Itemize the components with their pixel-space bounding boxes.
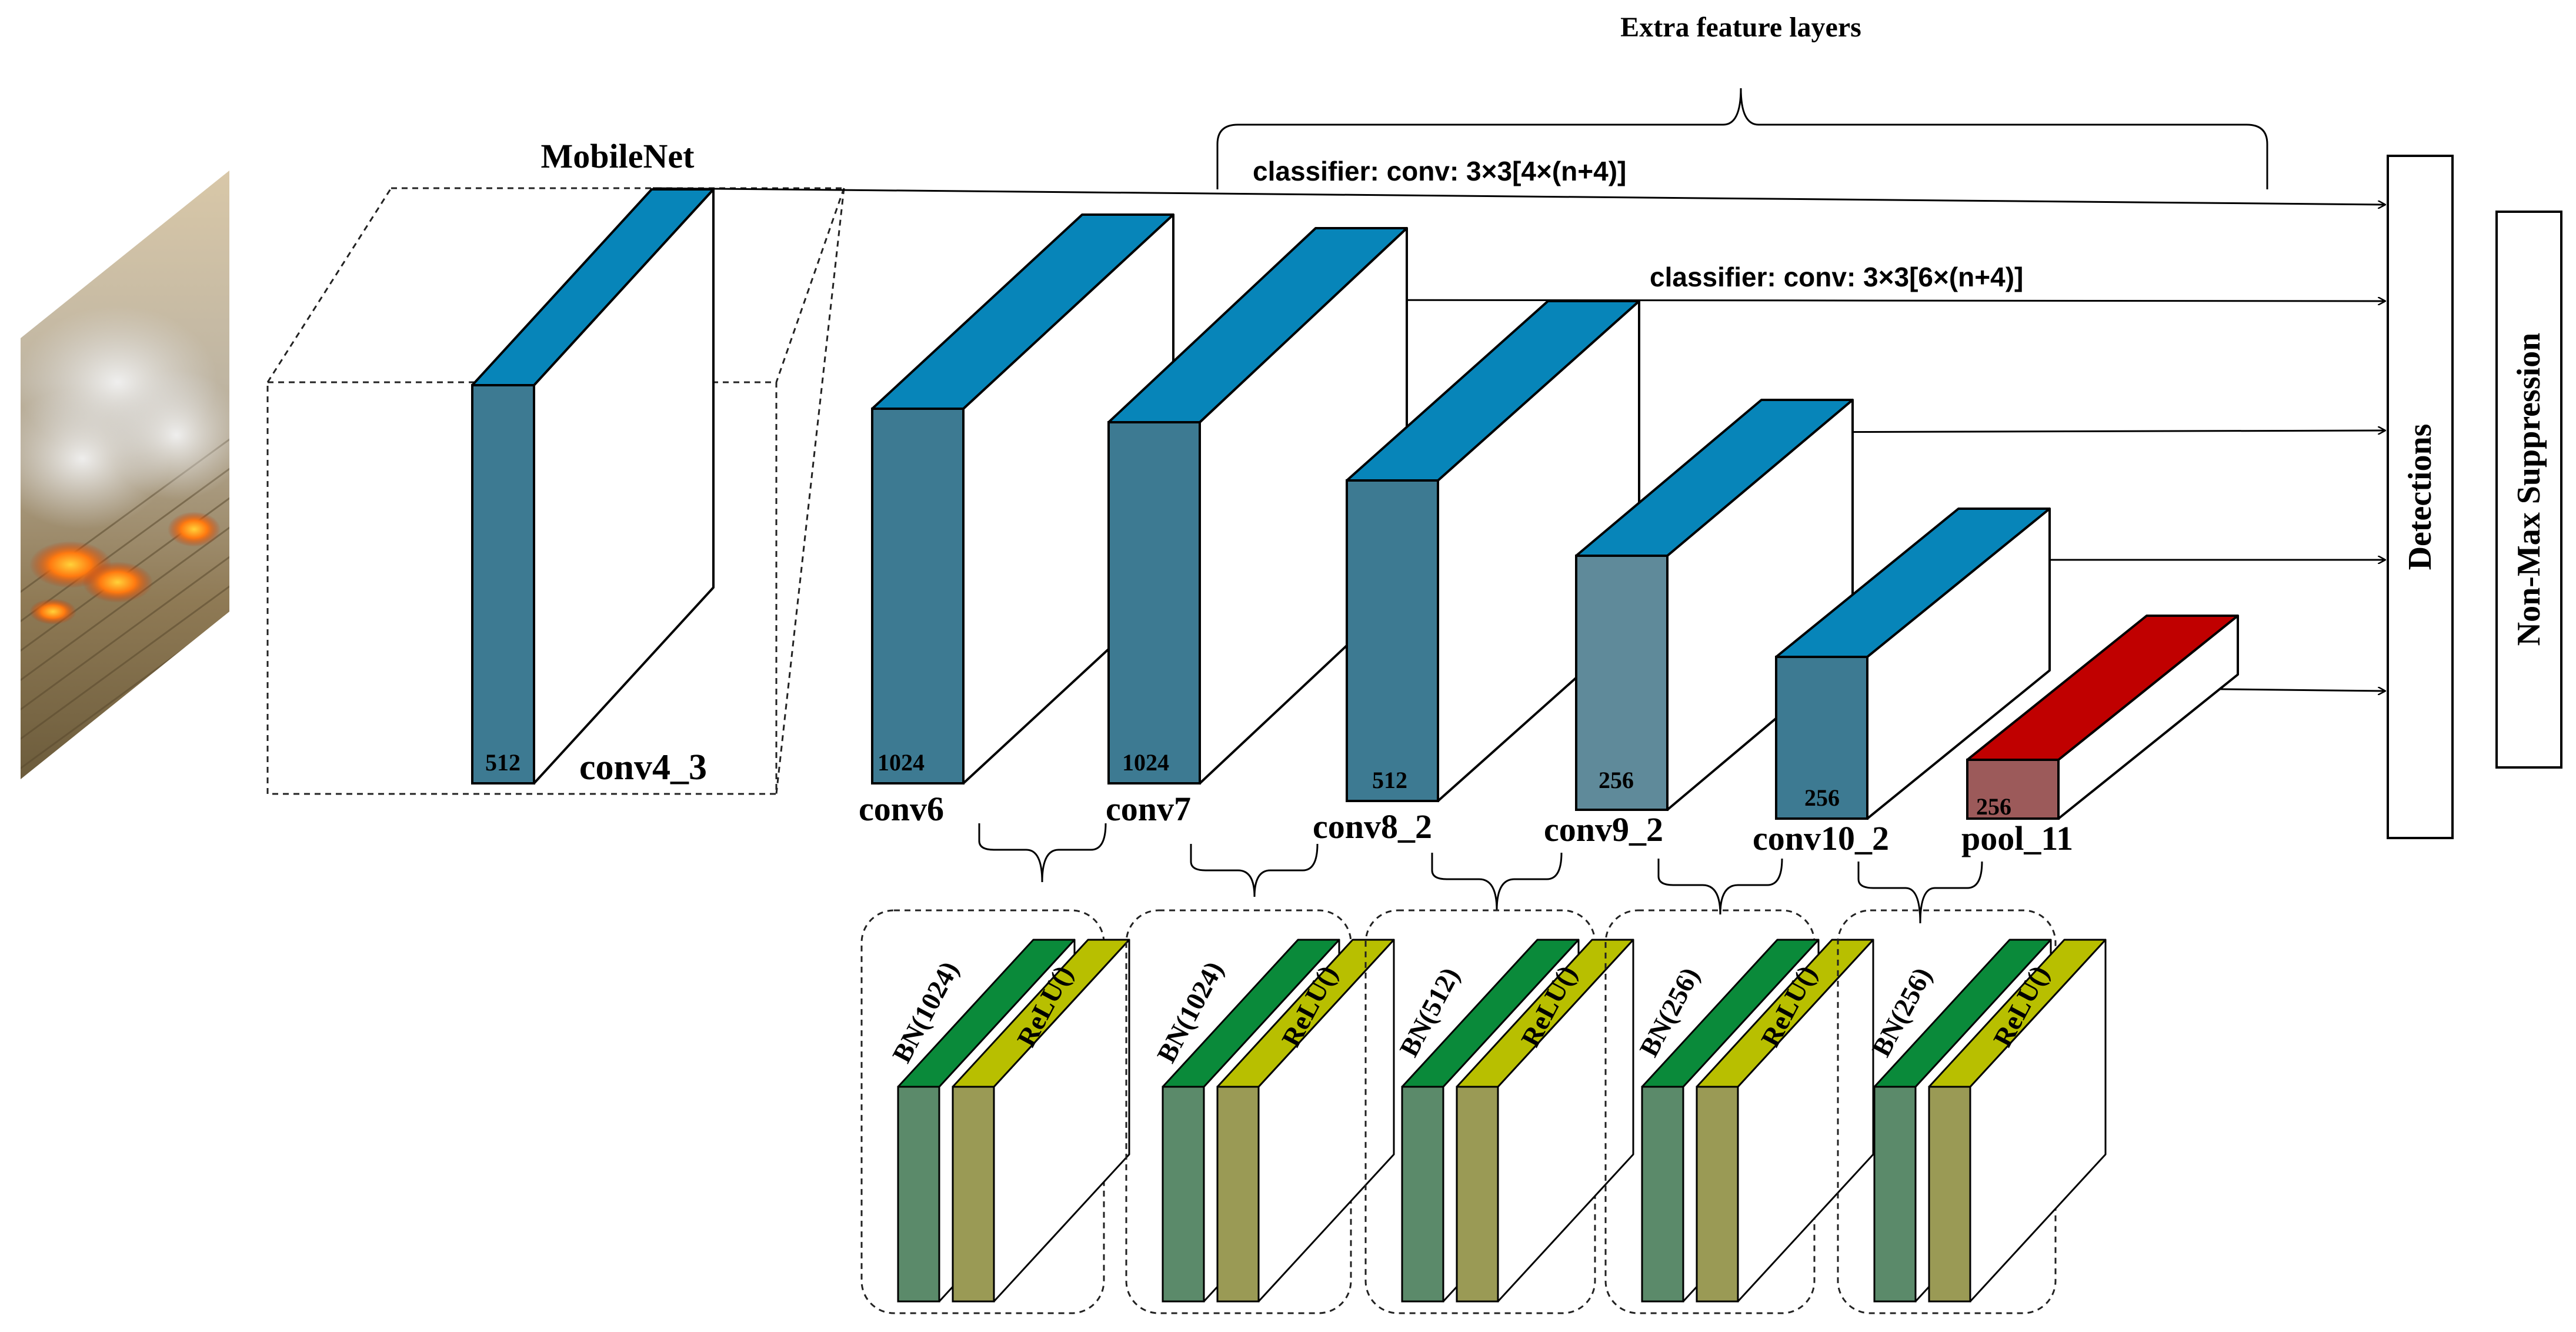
bn-relu-block-5: BN(256) ReLU() <box>1837 909 2107 1314</box>
layer-conv7: 1024 conv7 <box>1106 227 1408 828</box>
arrow-conv4_3 <box>652 187 2385 205</box>
layer-conv8_2: 512 conv8_2 <box>1313 300 1640 846</box>
classifier-label-1: classifier: conv: 3×3[4×(n+4)] <box>1253 156 1626 186</box>
nms-box: Non-Max Suppression <box>2495 211 2562 769</box>
classifier-label-2: classifier: conv: 3×3[6×(n+4)] <box>1650 262 2023 292</box>
layer-channels-conv10_2: 256 <box>1804 784 1840 811</box>
layer-label-conv10_2: conv10_2 <box>1753 819 1889 857</box>
extra-feature-brace <box>1216 88 2268 189</box>
nms-label: Non-Max Suppression <box>2511 333 2547 646</box>
bn-relu-block-1: BN(1024) ReLU() <box>860 909 1130 1314</box>
arrow-conv7 <box>1279 300 2385 301</box>
layer-label-conv6: conv6 <box>859 790 944 828</box>
layer-conv10_2: 256 conv10_2 <box>1753 508 2051 857</box>
layer-channels-conv6: 1024 <box>877 749 925 776</box>
relu-slab-2 <box>1216 939 1395 1303</box>
layer-label-conv7: conv7 <box>1106 790 1191 828</box>
layer-label-pool_11: pool_11 <box>1961 819 2073 857</box>
layer-label-conv8_2: conv8_2 <box>1313 807 1432 846</box>
bn-relu-block-4: BN(256) ReLU() <box>1604 909 1874 1314</box>
layer-channels-conv7: 1024 <box>1122 749 1169 776</box>
detections-label: Detections <box>2402 424 2438 570</box>
bn-relu-blocks: BN(1024) ReLU() BN(1024) ReLU() BN(512) ReLU(… <box>860 909 2107 1314</box>
detections-box: Detections <box>2387 155 2454 839</box>
feature-layers: 512 1024 conv6 1024 conv7 512 conv8_2 256 conv9_… <box>471 188 2239 857</box>
input-image <box>21 171 229 779</box>
layer-conv6: 1024 conv6 <box>859 213 1174 828</box>
arrow-conv9_2 <box>1758 430 2385 432</box>
bn-relu-block-3: BN(512) ReLU() <box>1364 909 1634 1314</box>
relu-slab-5 <box>1928 939 2107 1303</box>
layer-conv9_2: 256 conv9_2 <box>1544 399 1854 849</box>
backbone-title: MobileNet <box>541 137 695 175</box>
layer-channels-conv9_2: 256 <box>1599 767 1634 793</box>
relu-slab-1 <box>952 939 1130 1303</box>
layer-channels-conv4_3: 512 <box>485 749 520 776</box>
bn-relu-block-2: BN(1024) ReLU() <box>1125 909 1395 1314</box>
layer-channels-conv8_2: 512 <box>1372 767 1407 793</box>
extra-feature-title: Extra feature layers <box>1620 12 1861 43</box>
layer-conv4_3: 512 <box>471 188 715 784</box>
relu-slab-3 <box>1456 939 1634 1303</box>
conv4_3-label: conv4_3 <box>579 747 707 787</box>
relu-slab-4 <box>1696 939 1874 1303</box>
layer-channels-pool_11: 256 <box>1976 793 2011 820</box>
layer-label-conv9_2: conv9_2 <box>1544 810 1663 849</box>
